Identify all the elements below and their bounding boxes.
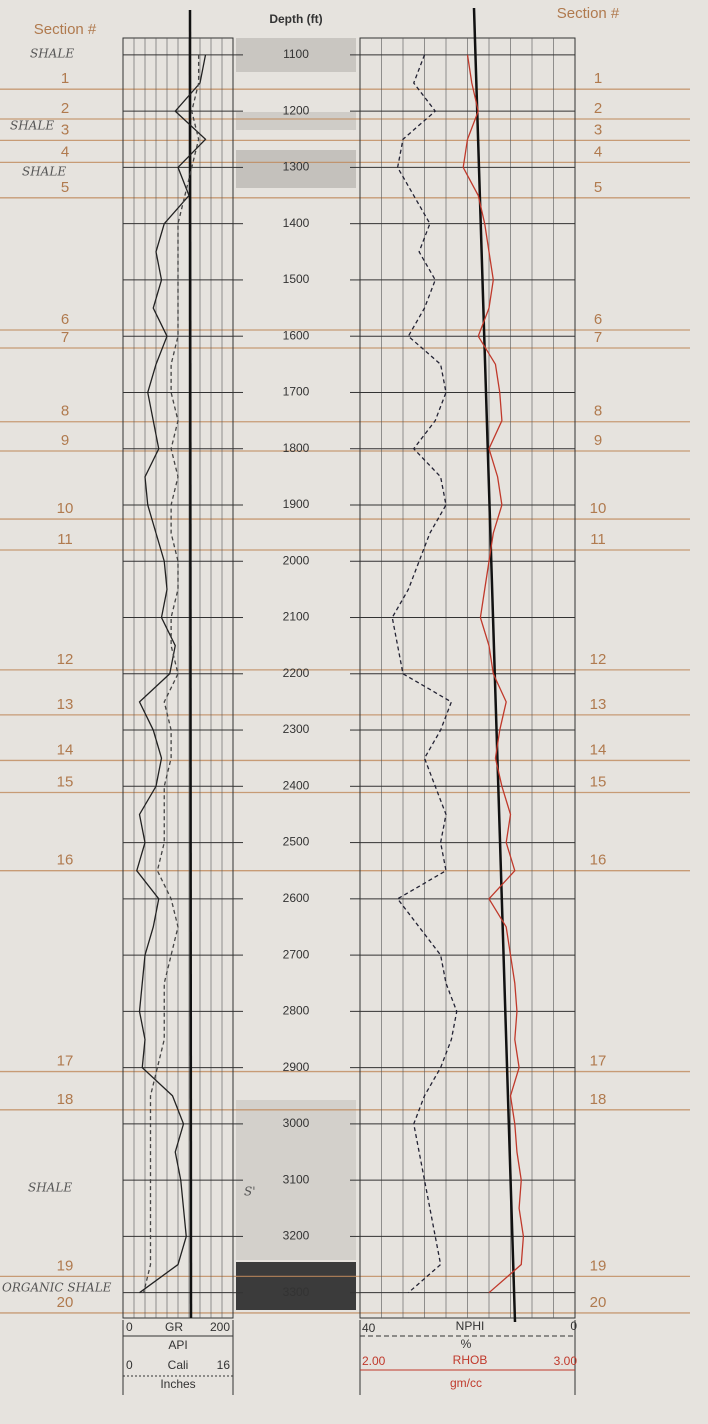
- cutoff-line: [472, 7, 517, 1323]
- depth-label: 3000: [283, 1116, 310, 1130]
- depth-label: 3100: [283, 1172, 310, 1186]
- section-label: 5: [61, 179, 69, 196]
- section-label: 10: [590, 500, 607, 517]
- scale-max: 16: [217, 1358, 231, 1372]
- section-label: 10: [57, 500, 74, 517]
- section-header: Section #: [34, 21, 97, 38]
- legend-name: Cali: [168, 1358, 189, 1372]
- section-label: 12: [590, 651, 607, 668]
- section-label: 11: [590, 531, 606, 548]
- section-label: 17: [590, 1053, 607, 1070]
- scale-max: 200: [210, 1320, 230, 1334]
- legend-unit: API: [168, 1338, 187, 1352]
- depth-label: 1500: [283, 272, 310, 286]
- section-label: 19: [57, 1257, 74, 1274]
- legend-unit: %: [461, 1337, 472, 1351]
- section-label: 13: [590, 696, 607, 713]
- depth-label: 2100: [283, 610, 310, 624]
- section-label: 11: [57, 531, 73, 548]
- section-label: 20: [57, 1294, 74, 1311]
- depth-label: 2000: [283, 553, 310, 567]
- note: SHALE: [22, 165, 66, 179]
- depth-label: 3200: [283, 1229, 310, 1243]
- section-header: Section #: [557, 5, 620, 22]
- section-label: 13: [57, 696, 74, 713]
- note: ORGANIC SHALE: [2, 1281, 112, 1295]
- note: SHALE: [10, 119, 54, 133]
- section-label: 6: [61, 311, 69, 328]
- legend: [122, 1320, 576, 1395]
- depth-label: 1400: [283, 216, 310, 230]
- note: SHALE: [30, 47, 74, 61]
- legend-name: GR: [165, 1320, 183, 1334]
- section-label: 1: [61, 70, 69, 87]
- depth-label: 2300: [283, 722, 310, 736]
- section-label: 1: [594, 70, 602, 87]
- cutoff-line: [188, 9, 193, 1319]
- section-label: 17: [57, 1053, 74, 1070]
- depth-label: 1700: [283, 385, 310, 399]
- log-curve: [462, 54, 525, 1294]
- depth-label: 2200: [283, 666, 310, 680]
- note: S': [244, 1185, 256, 1199]
- section-label: 8: [61, 403, 69, 420]
- depth-header: Depth (ft): [269, 12, 322, 26]
- section-label: 7: [61, 329, 69, 346]
- note: SHALE: [28, 1181, 72, 1195]
- depth-label: 1100: [283, 47, 309, 61]
- section-label: 18: [590, 1091, 607, 1108]
- depth-label: 1900: [283, 497, 310, 511]
- depth-shading: [236, 38, 356, 1310]
- legend-name: NPHI: [456, 1319, 485, 1333]
- scale-min: 40: [362, 1321, 376, 1335]
- scale-min: 0: [126, 1320, 133, 1334]
- depth-label: 2700: [283, 947, 310, 961]
- section-label: 9: [61, 432, 69, 449]
- depth-label: 1200: [283, 103, 310, 117]
- section-label: 15: [57, 773, 74, 790]
- section-label: 8: [594, 403, 602, 420]
- section-label: 6: [594, 311, 602, 328]
- section-label: 5: [594, 179, 602, 196]
- section-label: 7: [594, 329, 602, 346]
- depth-label: 2800: [283, 1004, 310, 1018]
- depth-label: 2900: [283, 1060, 310, 1074]
- section-label: 20: [590, 1294, 607, 1311]
- scale-max: 3.00: [554, 1354, 578, 1368]
- section-label: 14: [57, 741, 74, 758]
- section-label: 3: [61, 121, 69, 138]
- depth-label: 1300: [283, 160, 310, 174]
- legend-name: RHOB: [453, 1353, 488, 1367]
- depth-label: 1600: [283, 328, 310, 342]
- log-curve: [142, 54, 200, 1293]
- section-label: 16: [57, 852, 74, 869]
- section-label: 12: [57, 651, 74, 668]
- section-label: 19: [590, 1257, 607, 1274]
- section-label: 2: [61, 100, 69, 117]
- legend-unit: Inches: [160, 1377, 195, 1391]
- section-label: 18: [57, 1091, 74, 1108]
- section-label: 4: [61, 143, 69, 160]
- depth-label: 2500: [283, 835, 310, 849]
- section-label: 15: [590, 773, 607, 790]
- depth-label: 2400: [283, 778, 310, 792]
- legend-unit: gm/cc: [450, 1376, 482, 1390]
- section-label: 4: [594, 143, 602, 160]
- log-curve: [136, 54, 207, 1294]
- section-label: 3: [594, 121, 602, 138]
- section-label: 14: [590, 741, 607, 758]
- section-label: 2: [594, 100, 602, 117]
- scale-min: 2.00: [362, 1354, 386, 1368]
- section-label: 16: [590, 852, 607, 869]
- depth-label: 3300: [283, 1285, 310, 1299]
- scale-min: 0: [126, 1358, 133, 1372]
- depth-label: 1800: [283, 441, 310, 455]
- scale-max: 0: [570, 1319, 577, 1333]
- section-label: 9: [594, 432, 602, 449]
- depth-label: 2600: [283, 891, 310, 905]
